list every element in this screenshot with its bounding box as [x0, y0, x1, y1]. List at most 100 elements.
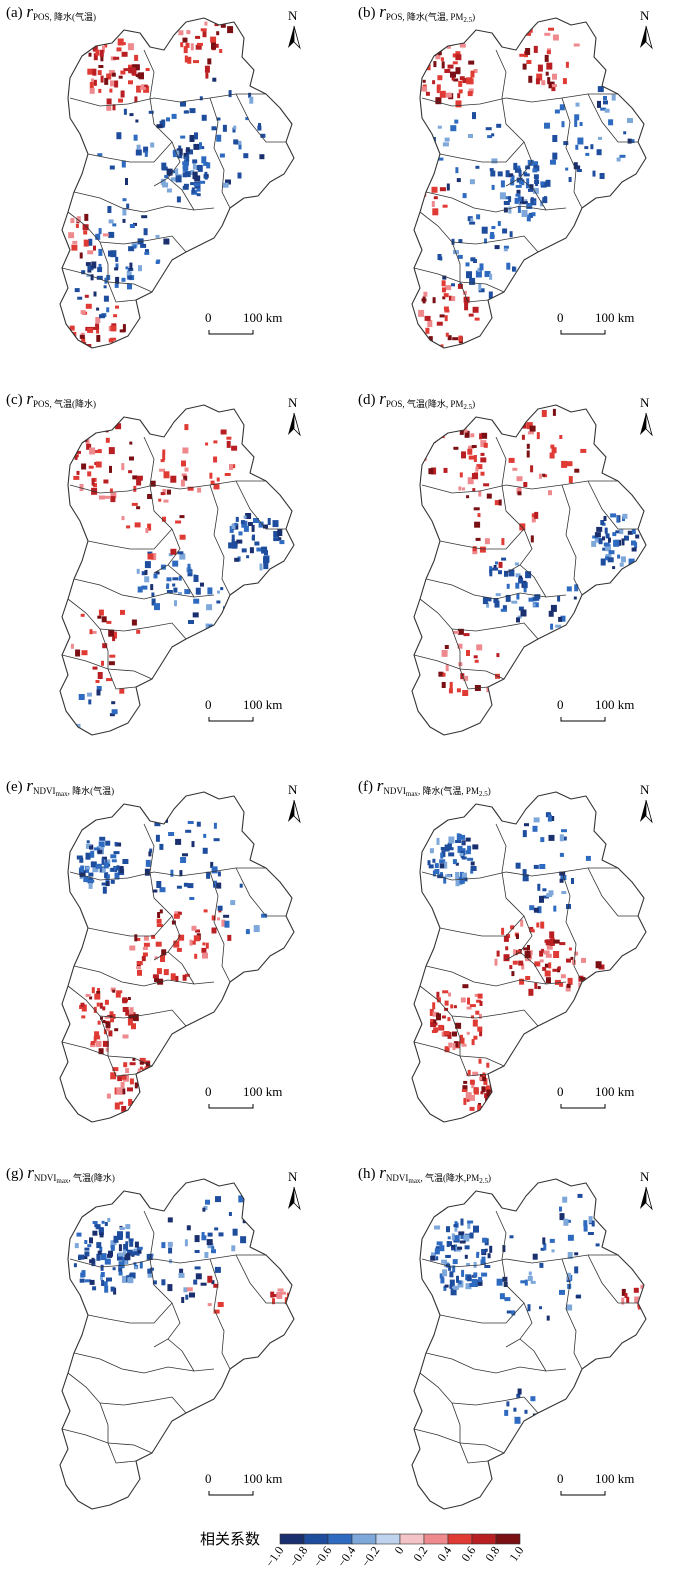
pixel: [506, 1401, 510, 1407]
pixel: [631, 540, 636, 546]
pixel: [116, 865, 120, 871]
pixel: [76, 855, 83, 860]
pixel: [77, 344, 81, 348]
pixel: [152, 1280, 157, 1285]
pixel: [201, 114, 207, 121]
pixel: [492, 567, 499, 571]
pixel: [159, 909, 163, 914]
pixel: [86, 273, 91, 277]
pixel: [543, 950, 550, 955]
pixel: [539, 895, 544, 903]
pixel: [489, 1111, 495, 1119]
pixel: [138, 265, 142, 272]
pixel: [484, 538, 490, 545]
pixel: [460, 1034, 463, 1039]
pixel: [516, 593, 520, 600]
pixel: [85, 1279, 91, 1283]
pixel: [152, 889, 158, 893]
pixel: [127, 1277, 134, 1284]
pixel: [596, 526, 603, 532]
pixel: [456, 178, 461, 183]
pixel: [95, 1040, 102, 1047]
pixel: [613, 539, 620, 547]
pixel: [458, 1231, 465, 1236]
pixel: [489, 569, 493, 577]
pixel: [90, 850, 95, 858]
pixel: [170, 869, 174, 877]
admin-boundary: [87, 528, 173, 550]
pixel: [207, 58, 212, 65]
pixel: [144, 569, 148, 575]
pixel: [455, 862, 459, 866]
pixel: [167, 489, 171, 495]
pixel: [202, 847, 208, 854]
pixel: [226, 440, 231, 448]
pixel: [615, 530, 622, 534]
pixel: [475, 537, 481, 541]
pixel: [102, 1040, 109, 1047]
pixel: [210, 861, 214, 868]
svg-text:0: 0: [205, 1471, 212, 1486]
pixel: [189, 939, 193, 946]
pixel: [191, 940, 196, 945]
pixel: [576, 169, 582, 172]
pixel: [148, 110, 154, 114]
pixel: [524, 951, 531, 958]
pixel: [574, 468, 580, 473]
pixel: [566, 1272, 571, 1280]
pixel: [503, 248, 508, 252]
pixel: [539, 1306, 542, 1310]
admin-boundary: [67, 598, 187, 640]
pixel: [552, 135, 558, 142]
pixel: [515, 184, 522, 188]
pixel: [104, 1222, 108, 1226]
pixel: [430, 1019, 435, 1024]
region-outline: [59, 1178, 295, 1510]
pixel: [527, 1276, 533, 1281]
pixel: [461, 1089, 467, 1092]
pixel: [166, 117, 170, 122]
admin-boundary: [495, 823, 533, 961]
legend-swatch: [399, 1533, 425, 1545]
pixel: [129, 113, 134, 117]
pixel: [549, 931, 555, 939]
pixel: [163, 499, 169, 503]
pixel: [478, 1013, 482, 1019]
pixel: [183, 1287, 188, 1293]
pixel: [253, 925, 260, 933]
pixel: [195, 929, 200, 933]
pixel: [446, 1241, 450, 1247]
pixel: [104, 1015, 110, 1019]
pixel: [559, 852, 564, 857]
pixel: [600, 520, 605, 525]
svg-text:100 km: 100 km: [243, 1084, 282, 1099]
pixel: [136, 966, 142, 970]
pixel: [106, 1028, 111, 1032]
pixel: [444, 309, 450, 313]
pixel: [480, 452, 485, 456]
pixel: [108, 250, 112, 257]
pixel: [528, 1271, 532, 1276]
pixel: [182, 172, 187, 178]
admin-boundary: [209, 484, 231, 596]
pixel: [552, 152, 558, 160]
pixel: [448, 852, 455, 857]
pixel: [259, 563, 263, 571]
pixel: [548, 82, 552, 89]
pixel: [447, 842, 452, 850]
pixel: [546, 62, 553, 70]
pixel: [85, 438, 90, 444]
pixel: [98, 1227, 104, 1233]
pixel: [192, 159, 198, 164]
map-panel-d: (d) rPOS, 气温(降水, PM2.5) N0 100 km: [358, 389, 653, 736]
pixel: [118, 1264, 123, 1272]
pixel: [201, 156, 207, 164]
pixel: [183, 152, 189, 159]
pixel: [89, 447, 96, 455]
pixel: [203, 161, 209, 166]
pixel: [196, 165, 201, 170]
pixel: [466, 1263, 471, 1266]
pixel: [92, 666, 98, 670]
pixel: [478, 1277, 483, 1282]
admin-boundary: [87, 1302, 173, 1324]
